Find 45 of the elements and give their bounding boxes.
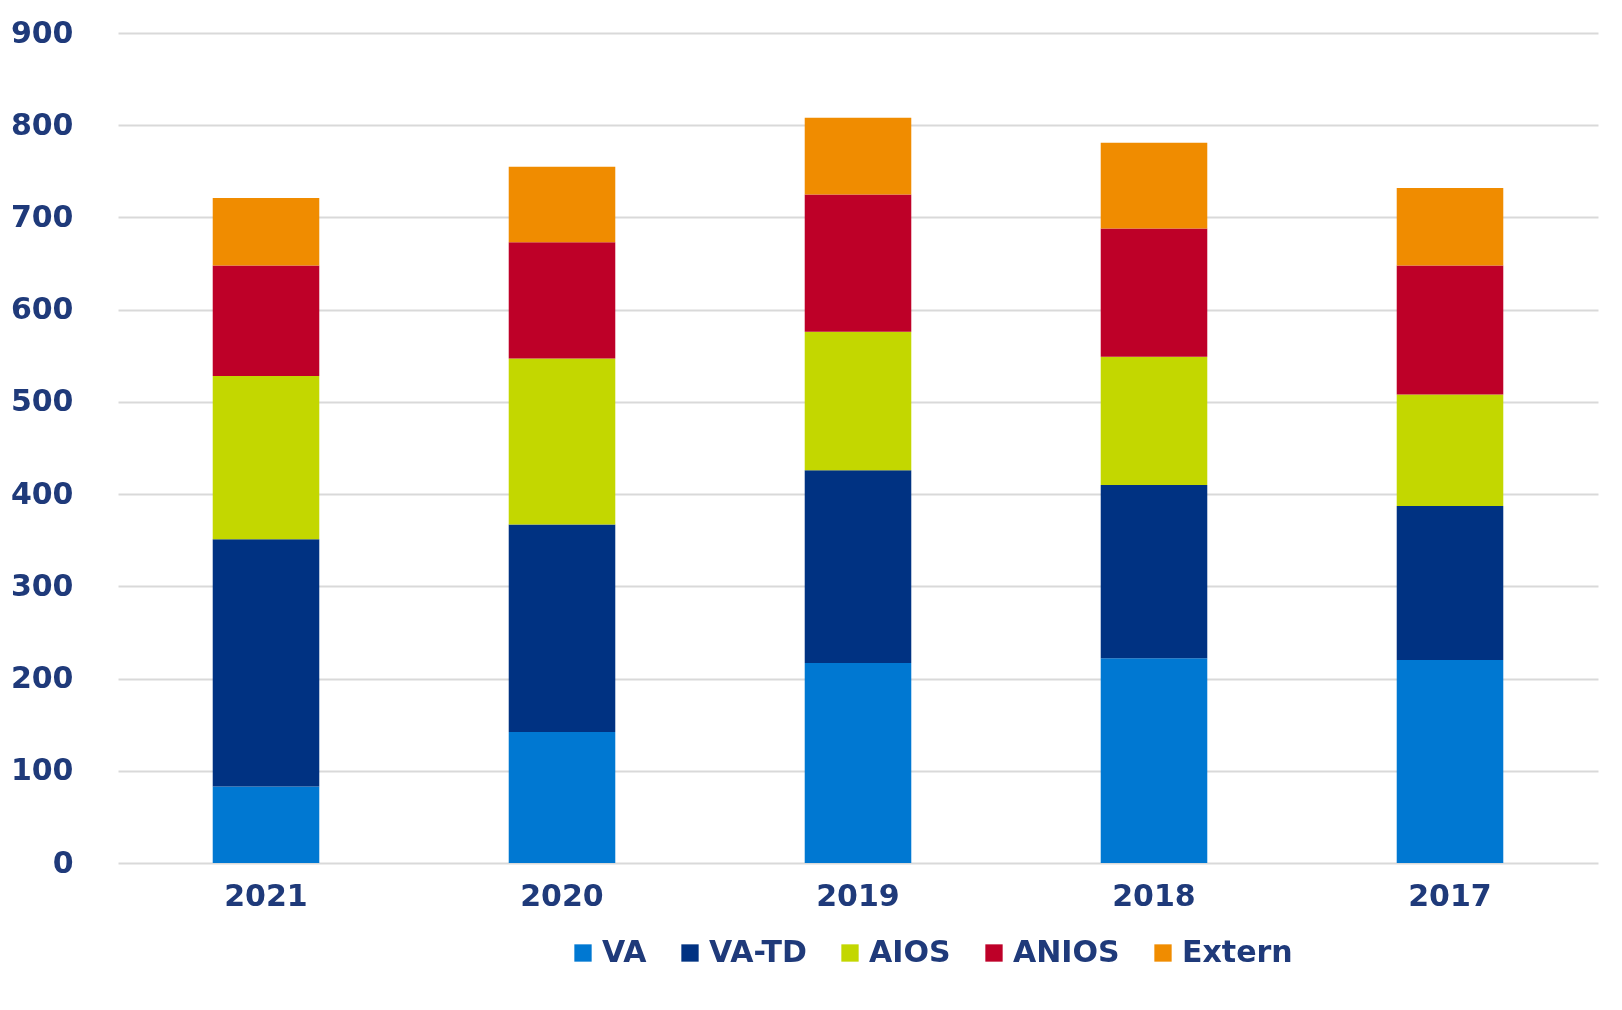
bar <box>508 732 616 863</box>
bar <box>1100 484 1208 659</box>
bar <box>508 242 616 359</box>
bar <box>508 166 616 243</box>
bar <box>212 539 320 787</box>
bar <box>1396 660 1504 863</box>
x-tick-label: 2017 <box>1408 877 1492 913</box>
x-tick-label: 2019 <box>816 877 900 913</box>
bar <box>212 376 320 540</box>
y-tick-label: 100 <box>10 752 74 788</box>
bar <box>212 786 320 863</box>
y-tick-label: 900 <box>10 14 74 50</box>
y-tick-label: 400 <box>10 475 74 511</box>
bar <box>804 194 912 332</box>
bar <box>804 331 912 471</box>
y-tick-label: 0 <box>52 844 74 880</box>
legend-label: ANIOS <box>1013 934 1120 969</box>
bar <box>1396 394 1504 507</box>
bar <box>1100 142 1208 229</box>
y-tick-label: 200 <box>10 660 74 696</box>
bar <box>508 358 616 525</box>
y-tick-label: 600 <box>10 291 74 327</box>
bar <box>804 117 912 195</box>
y-tick-label: 700 <box>10 198 74 234</box>
bar <box>1396 187 1504 266</box>
bar <box>1100 658 1208 863</box>
bar <box>1396 265 1504 395</box>
bar <box>804 662 912 863</box>
x-tick-label: 2021 <box>224 877 308 913</box>
bar <box>804 470 912 663</box>
legend-label: Extern <box>1182 934 1293 969</box>
x-tick-label: 2020 <box>520 877 604 913</box>
bar <box>1100 228 1208 357</box>
y-tick-label: 800 <box>10 106 74 142</box>
legend-label: VA-TD <box>709 934 807 969</box>
bar <box>508 524 616 733</box>
y-tick-label: 500 <box>10 383 74 419</box>
legend-label: VA <box>602 934 648 969</box>
bar <box>1396 506 1504 661</box>
y-tick-label: 300 <box>10 567 74 603</box>
bar <box>212 198 320 266</box>
legend-label: AIOS <box>869 934 951 969</box>
x-tick-label: 2018 <box>1112 877 1196 913</box>
bar <box>1100 356 1208 485</box>
bar <box>212 265 320 377</box>
